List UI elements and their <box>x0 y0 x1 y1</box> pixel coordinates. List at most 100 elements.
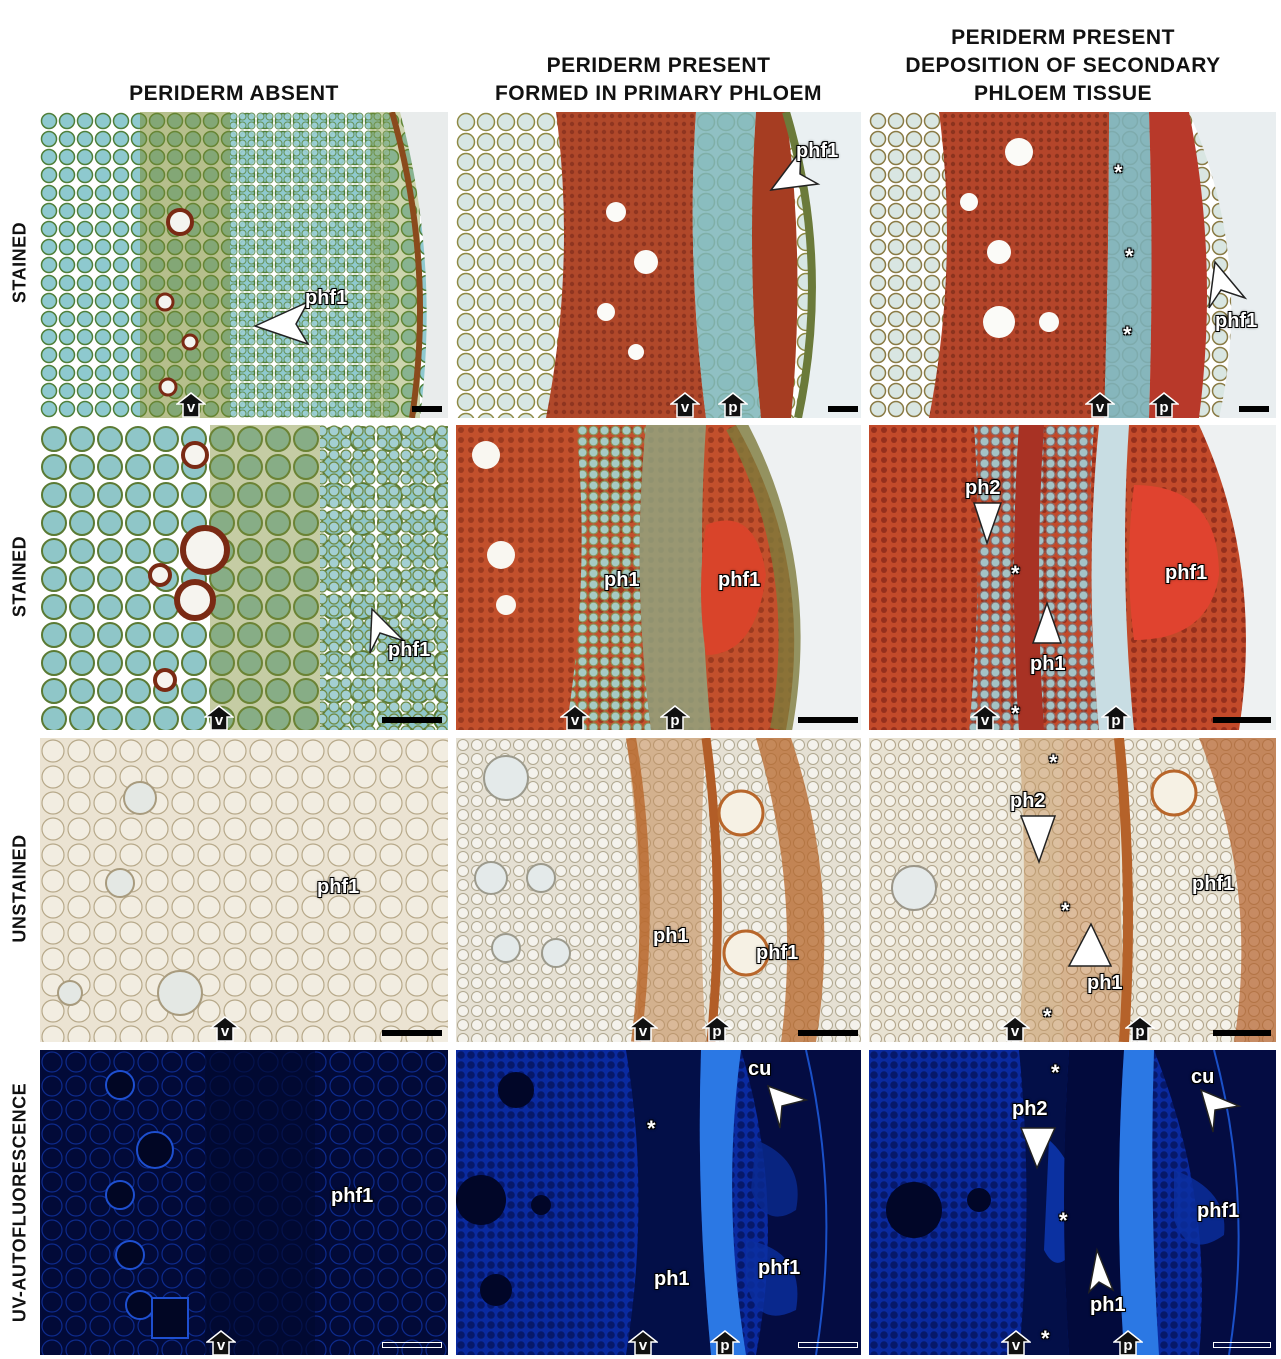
row-title-2: STAINED <box>9 535 30 618</box>
micrograph-r3-c1 <box>40 738 448 1042</box>
micrograph-r4-c1 <box>40 1050 448 1355</box>
marker-v-label: v <box>214 712 224 729</box>
marker-p-label: p <box>1111 712 1121 729</box>
column-title-3-line-2: DEPOSITION OF SECONDARY <box>905 54 1221 77</box>
column-title-3-line-1: PERIDERM PRESENT <box>951 26 1175 49</box>
micrograph-r2-c2 <box>456 425 861 730</box>
micrograph-r3-c2 <box>456 738 861 1042</box>
label-phf1: phf1 <box>1197 1200 1240 1222</box>
label-phf1: phf1 <box>305 287 348 309</box>
label-ph2: ph2 <box>965 477 1001 499</box>
arrowhead-icon <box>1087 1247 1115 1295</box>
marker-v-down-arrow: v <box>628 1016 658 1042</box>
label-ph2: ph2 <box>1012 1098 1048 1120</box>
marker-p-up-arrow: p <box>1149 392 1179 418</box>
label-phf1: phf1 <box>388 639 431 661</box>
panel-r3-c1: phf1 v <box>40 738 448 1042</box>
scale-bar <box>382 717 442 723</box>
asterisk-marker: * <box>1114 160 1123 185</box>
asterisk-marker: * <box>1061 898 1070 923</box>
arrowhead-icon <box>766 1084 809 1129</box>
panel-r1-c3: * * * phf1 v p <box>869 112 1276 418</box>
row-title-4: UV-AUTOFLUORESCENCE <box>9 1082 30 1323</box>
micrograph-r2-c1 <box>40 425 448 730</box>
micrograph-r4-c3 <box>869 1050 1276 1355</box>
label-phf1: phf1 <box>796 140 839 162</box>
panel-r1-c1: phf1 v <box>40 112 448 418</box>
asterisk-marker: * <box>1123 322 1132 347</box>
marker-v-down-arrow: v <box>628 1330 658 1355</box>
panel-r3-c3: * ph2 * ph1 phf1 * v p <box>869 738 1276 1042</box>
marker-p-up-arrow: p <box>710 1330 740 1355</box>
label-ph1: ph1 <box>1090 1294 1126 1316</box>
panel-r3-c2: ph1 phf1 v p <box>456 738 861 1042</box>
scale-bar <box>828 406 858 412</box>
marker-p-up-arrow: p <box>718 392 748 418</box>
scale-bar <box>1213 717 1271 723</box>
micrograph-r1-c3 <box>869 112 1276 418</box>
label-ph1: ph1 <box>1087 972 1123 994</box>
scale-bar <box>1239 406 1269 412</box>
column-title-3-line-3: PHLOEM TISSUE <box>973 82 1153 105</box>
panel-r4-c2: cu * ph1 phf1 v p <box>456 1050 861 1355</box>
arrowhead-icon <box>1067 922 1113 967</box>
marker-v-label: v <box>638 1337 648 1354</box>
marker-p-up-arrow: p <box>702 1016 732 1042</box>
asterisk-marker: * <box>1043 1004 1052 1029</box>
label-phf1: phf1 <box>758 1257 801 1279</box>
panel-r4-c3: * cu ph2 * phf1 ph1 * v p <box>869 1050 1276 1355</box>
marker-v-label: v <box>1011 1337 1021 1354</box>
asterisk-marker: * <box>1059 1208 1068 1233</box>
marker-p-label: p <box>1159 399 1169 416</box>
marker-p-label: p <box>728 399 738 416</box>
marker-v-up-arrow: v <box>206 1330 236 1355</box>
row-title-3: UNSTAINED <box>9 834 30 943</box>
micrograph-r1-c2 <box>456 112 861 418</box>
marker-p-label: p <box>1135 1023 1145 1040</box>
marker-v-down-arrow: v <box>1085 392 1115 418</box>
arrowhead-icon <box>1031 600 1063 644</box>
asterisk-marker: * <box>1041 1326 1050 1351</box>
arrowhead-icon <box>1019 815 1057 865</box>
marker-v-down-arrow: v <box>1000 1016 1030 1042</box>
label-ph1: ph1 <box>653 925 689 947</box>
panel-r2-c1: phf1 v <box>40 425 448 730</box>
marker-p-label: p <box>712 1023 722 1040</box>
label-phf1: phf1 <box>317 876 360 898</box>
column-title-1: PERIDERM ABSENT <box>40 80 428 108</box>
marker-p-label: p <box>670 712 680 729</box>
column-title-1-line-1: PERIDERM ABSENT <box>129 82 339 105</box>
column-title-2-line-1: PERIDERM PRESENT <box>546 54 771 77</box>
arrowhead-icon <box>369 607 405 654</box>
marker-v-down-arrow: v <box>970 705 1000 730</box>
arrowhead-icon <box>252 300 310 346</box>
marker-p-label: p <box>720 1337 730 1354</box>
label-phf1: phf1 <box>331 1185 374 1207</box>
column-title-3: PERIDERM PRESENT DEPOSITION OF SECONDARY… <box>868 24 1258 108</box>
marker-v-label: v <box>980 712 990 729</box>
arrowhead-icon <box>1199 1088 1242 1133</box>
marker-p-label: p <box>1123 1337 1133 1354</box>
label-phf1: phf1 <box>756 942 799 964</box>
marker-p-up-arrow: p <box>1101 705 1131 730</box>
marker-v-label: v <box>1095 399 1105 416</box>
label-phf1: phf1 <box>1165 562 1208 584</box>
micrograph-r1-c1 <box>40 112 448 418</box>
marker-v-label: v <box>680 399 690 416</box>
scale-bar <box>798 717 858 723</box>
marker-p-up-arrow: p <box>1113 1330 1143 1355</box>
micrograph-r2-c3 <box>869 425 1276 730</box>
column-title-2: PERIDERM PRESENT FORMED IN PRIMARY PHLOE… <box>456 52 861 108</box>
asterisk-marker: * <box>1125 244 1134 269</box>
row-title-1: STAINED <box>9 221 30 304</box>
panel-r2-c3: ph2 * ph1 phf1 * v p <box>869 425 1276 730</box>
arrowhead-icon <box>972 502 1003 546</box>
marker-v-label: v <box>220 1023 230 1040</box>
asterisk-marker: * <box>647 1116 656 1141</box>
marker-v-down-arrow: v <box>670 392 700 418</box>
label-cu: cu <box>1191 1066 1215 1088</box>
micrograph-r3-c3 <box>869 738 1276 1042</box>
marker-v-label: v <box>186 399 196 416</box>
label-phf1: phf1 <box>1192 873 1235 895</box>
marker-p-up-arrow: p <box>1125 1016 1155 1042</box>
